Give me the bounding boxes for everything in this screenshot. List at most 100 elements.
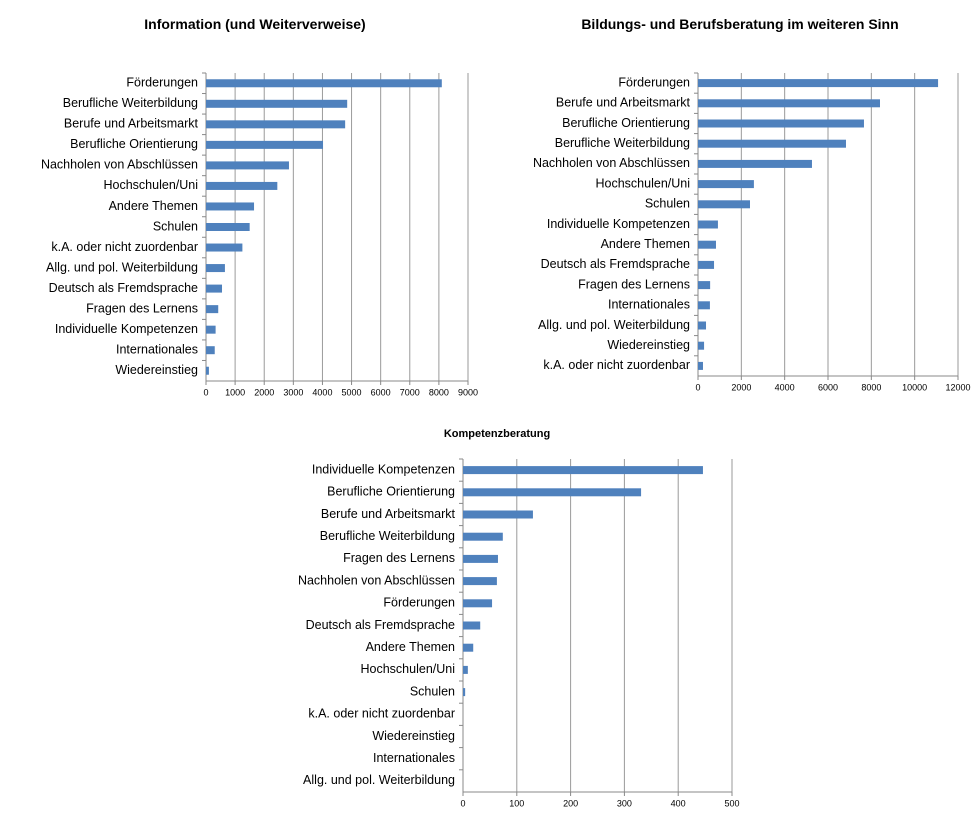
- y-tick-label: Hochschulen/Uni: [104, 178, 199, 192]
- y-tick-label: Wiedereinstieg: [607, 338, 690, 352]
- bar: [698, 200, 750, 209]
- bar: [698, 301, 710, 310]
- bar: [463, 466, 703, 475]
- y-tick-label: Nachholen von Abschlüssen: [533, 156, 690, 170]
- y-tick-label: Wiedereinstieg: [372, 729, 455, 743]
- x-tick-label: 0: [460, 798, 465, 808]
- x-tick-label: 7000: [400, 387, 420, 397]
- y-tick-label: Hochschulen/Uni: [361, 662, 456, 676]
- y-tick-label: Fragen des Lernens: [343, 551, 455, 565]
- y-tick-label: k.A. oder nicht zuordenbar: [51, 240, 198, 254]
- x-tick-label: 8000: [861, 382, 881, 392]
- y-tick-label: Förderungen: [383, 596, 455, 610]
- y-tick-label: Fragen des Lernens: [578, 277, 690, 291]
- y-tick-label: Schulen: [645, 197, 690, 211]
- chart-title: Information (und Weiterverweise): [144, 16, 366, 32]
- bar: [206, 223, 250, 231]
- bar: [698, 361, 703, 370]
- y-tick-label: Berufliche Weiterbildung: [63, 96, 198, 110]
- bar: [698, 180, 754, 189]
- bar: [698, 321, 707, 330]
- bar: [206, 79, 442, 88]
- bar: [206, 161, 289, 170]
- y-tick-label: Deutsch als Fremdsprache: [541, 257, 690, 271]
- y-tick-label: Deutsch als Fremdsprache: [49, 281, 198, 295]
- y-tick-label: Berufliche Orientierung: [327, 485, 455, 499]
- bar: [698, 341, 705, 350]
- x-tick-label: 500: [724, 798, 739, 808]
- y-tick-label: k.A. oder nicht zuordenbar: [543, 358, 690, 372]
- y-tick-label: Wiedereinstieg: [115, 363, 198, 377]
- y-tick-label: k.A. oder nicht zuordenbar: [308, 707, 455, 721]
- y-tick-label: Andere Themen: [109, 199, 198, 213]
- x-tick-label: 5000: [342, 387, 362, 397]
- y-tick-label: Förderungen: [126, 76, 198, 90]
- y-tick-label: Berufliche Orientierung: [70, 137, 198, 151]
- y-tick-label: Individuelle Kompetenzen: [55, 322, 198, 336]
- bar: [206, 305, 219, 314]
- y-tick-label: Berufliche Weiterbildung: [320, 529, 455, 543]
- bar: [206, 346, 215, 355]
- bar: [698, 260, 715, 269]
- y-tick-label: Schulen: [153, 219, 198, 233]
- y-tick-label: Internationales: [608, 298, 690, 312]
- y-tick-label: Internationales: [116, 342, 198, 356]
- y-tick-label: Berufliche Weiterbildung: [555, 136, 690, 150]
- bar: [698, 139, 846, 148]
- y-tick-label: Hochschulen/Uni: [596, 176, 691, 190]
- y-tick-label: Deutsch als Fremdsprache: [306, 618, 455, 632]
- bar: [206, 99, 348, 108]
- bar: [463, 688, 466, 697]
- bar: [698, 220, 718, 229]
- y-tick-label: Andere Themen: [601, 237, 690, 251]
- chart-title: Kompetenzberatung: [443, 428, 551, 440]
- x-tick-label: 6000: [818, 382, 838, 392]
- x-tick-label: 8000: [429, 387, 449, 397]
- x-tick-label: 200: [563, 798, 578, 808]
- bar: [698, 99, 880, 108]
- bar: [463, 488, 642, 497]
- bar: [206, 243, 243, 252]
- x-tick-label: 6000: [371, 387, 391, 397]
- chart-title: Bildungs- und Berufsberatung im weiteren…: [581, 16, 899, 32]
- x-tick-label: 4000: [312, 387, 332, 397]
- y-tick-label: Förderungen: [618, 75, 690, 89]
- x-tick-label: 9000: [458, 387, 478, 397]
- x-tick-label: 100: [509, 798, 524, 808]
- x-tick-label: 2000: [254, 387, 274, 397]
- x-tick-label: 12000: [945, 382, 970, 392]
- x-tick-label: 1000: [225, 387, 245, 397]
- bar: [206, 366, 209, 375]
- x-tick-label: 0: [203, 387, 208, 397]
- bar: [463, 599, 493, 608]
- bar: [698, 281, 711, 290]
- y-tick-label: Internationales: [373, 751, 455, 765]
- bar: [698, 119, 864, 128]
- bar: [206, 181, 278, 190]
- bar: [698, 79, 939, 88]
- y-tick-label: Nachholen von Abschlüssen: [298, 573, 455, 587]
- bar: [463, 577, 497, 586]
- y-tick-label: Allg. und pol. Weiterbildung: [46, 260, 198, 274]
- bar: [698, 240, 716, 249]
- x-tick-label: 4000: [775, 382, 795, 392]
- y-tick-label: Allg. und pol. Weiterbildung: [538, 318, 690, 332]
- bar: [206, 202, 255, 211]
- x-tick-label: 300: [617, 798, 632, 808]
- y-tick-label: Nachholen von Abschlüssen: [41, 158, 198, 172]
- bar: [463, 621, 481, 630]
- x-tick-label: 0: [695, 382, 700, 392]
- bar: [463, 532, 503, 541]
- y-tick-label: Berufliche Orientierung: [562, 116, 690, 130]
- y-tick-label: Berufe und Arbeitsmarkt: [556, 96, 691, 110]
- bar: [206, 284, 223, 293]
- bar: [463, 510, 533, 519]
- bar: [206, 264, 225, 273]
- bar: [463, 554, 498, 563]
- bar: [463, 643, 474, 652]
- x-tick-label: 400: [671, 798, 686, 808]
- y-tick-label: Berufe und Arbeitsmarkt: [321, 507, 456, 521]
- y-tick-label: Individuelle Kompetenzen: [312, 462, 455, 476]
